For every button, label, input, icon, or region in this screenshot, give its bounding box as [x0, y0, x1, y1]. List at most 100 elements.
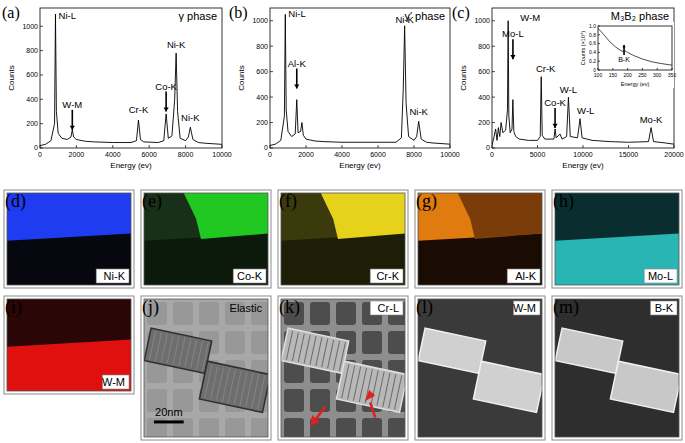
image-border: [281, 193, 405, 285]
x-tick: [342, 145, 343, 148]
y-tick: [40, 148, 43, 149]
peak-annotation: B-K: [618, 56, 630, 63]
y-tick-label: 200: [26, 120, 38, 127]
y-axis-label: Counts: [237, 65, 246, 90]
arrow-head: [164, 107, 169, 111]
panel-label: (l): [416, 297, 433, 318]
precipitate: [336, 302, 356, 325]
x-axis-label: Energy (ev): [339, 161, 381, 170]
peak-annotation: Cr-K: [129, 104, 149, 115]
panel-frame: [4, 190, 134, 288]
x-tick: [450, 145, 451, 148]
peak-annotation: W-M: [62, 99, 82, 110]
panel-label: (k): [279, 297, 300, 318]
x-axis-label: Energy (ev): [110, 161, 152, 170]
lattice-stripe: [310, 336, 316, 364]
lattice-stripe: [155, 332, 161, 360]
panel-label: (a): [2, 4, 20, 22]
y-tick-label: 400: [26, 96, 38, 103]
plot-frame: [598, 26, 672, 70]
x-tick-label: 300: [653, 72, 662, 78]
x-tick: [612, 68, 613, 70]
lattice-stripe: [179, 337, 185, 365]
map-bright-region: [184, 193, 268, 239]
arrow-head: [552, 124, 557, 128]
panel-frame: [141, 296, 271, 440]
spectrum-line: [492, 21, 674, 146]
panel-image: [144, 193, 268, 285]
y-tick-label: 200: [256, 119, 268, 126]
y-tick-label: 800: [478, 43, 490, 50]
peak-annotation: Al-K: [288, 58, 307, 69]
panel-label: (g): [416, 191, 437, 212]
spectrum-line: [270, 14, 450, 145]
y-tick: [270, 46, 273, 47]
particle-block: [418, 328, 486, 373]
panel-label: (f): [279, 191, 297, 212]
y-tick: [40, 99, 43, 100]
caption-box: [102, 375, 129, 389]
panel-image: [281, 193, 405, 285]
image-panel: (m)B-K: [550, 296, 685, 440]
x-tick-label: 5000: [530, 151, 546, 158]
x-axis-label: Energy (ev): [621, 81, 650, 87]
particle-block: [473, 361, 542, 412]
panel-caption: Co-K: [237, 270, 263, 282]
peak-annotation: Mo-L: [502, 28, 524, 39]
panel-caption: W-M: [513, 302, 536, 314]
panel-frame: [552, 190, 682, 288]
caption-box: [507, 269, 540, 283]
peak-annotation: Co-K: [544, 97, 566, 108]
y-tick: [492, 97, 495, 98]
lattice-stripe: [353, 367, 360, 401]
precipitate: [199, 418, 219, 437]
panel-label: (h): [553, 191, 574, 212]
peak-annotation: Ni-K: [409, 106, 428, 117]
precipitate: [251, 331, 268, 354]
panel-image: [7, 299, 131, 391]
panel-caption: Elastic: [230, 302, 263, 314]
panel-label: (i): [5, 297, 22, 318]
panel-frame: [552, 296, 682, 440]
x-tick: [628, 145, 629, 148]
lattice-stripe: [222, 368, 229, 402]
map-bright-region: [555, 234, 679, 286]
peak-annotation: Mo-K: [640, 114, 663, 125]
y-tick: [270, 71, 273, 72]
peak-annotation: W-L: [560, 84, 577, 95]
map-background: [144, 193, 268, 285]
y-axis-label: Counts: [7, 65, 16, 90]
y-tick-label: 1000: [22, 23, 38, 30]
peak-annotation: Co-K: [155, 81, 177, 92]
chart: 0500010000150002000002004006008001000Ene…: [452, 4, 684, 170]
precipitate: [251, 418, 268, 437]
lattice-stripe: [333, 341, 339, 369]
panel-image: [555, 299, 679, 437]
peak-annotation: Ni-K: [167, 39, 186, 50]
lattice-stripe: [185, 339, 191, 367]
caption-box: [96, 269, 129, 283]
peak-annotation: Cr-K: [536, 63, 556, 74]
panel-label: (c): [452, 4, 470, 22]
panel-image: [144, 299, 268, 437]
precipitate: [199, 302, 219, 325]
map-bright-region: [7, 340, 131, 392]
precipitate: [225, 418, 245, 437]
map-bright-region: [321, 193, 405, 239]
x-tick-label: 6000: [370, 151, 386, 158]
plot-frame: [270, 8, 450, 148]
x-tick-label: 4000: [334, 151, 350, 158]
x-tick-label: 10000: [440, 151, 460, 158]
lattice-stripe: [173, 336, 179, 364]
x-tick: [537, 145, 538, 148]
y-tick: [40, 50, 43, 51]
lattice-stripe: [287, 331, 293, 359]
boride-particle: [555, 328, 679, 412]
x-tick-label: 150: [609, 72, 618, 78]
x-tick: [185, 145, 186, 148]
y-tick-label: 0.6: [589, 40, 596, 46]
map-dim-region: [458, 193, 542, 239]
y-tick-label: 0.4: [589, 49, 596, 55]
image-border: [7, 299, 131, 391]
panel-caption: Cr-K: [376, 270, 399, 282]
